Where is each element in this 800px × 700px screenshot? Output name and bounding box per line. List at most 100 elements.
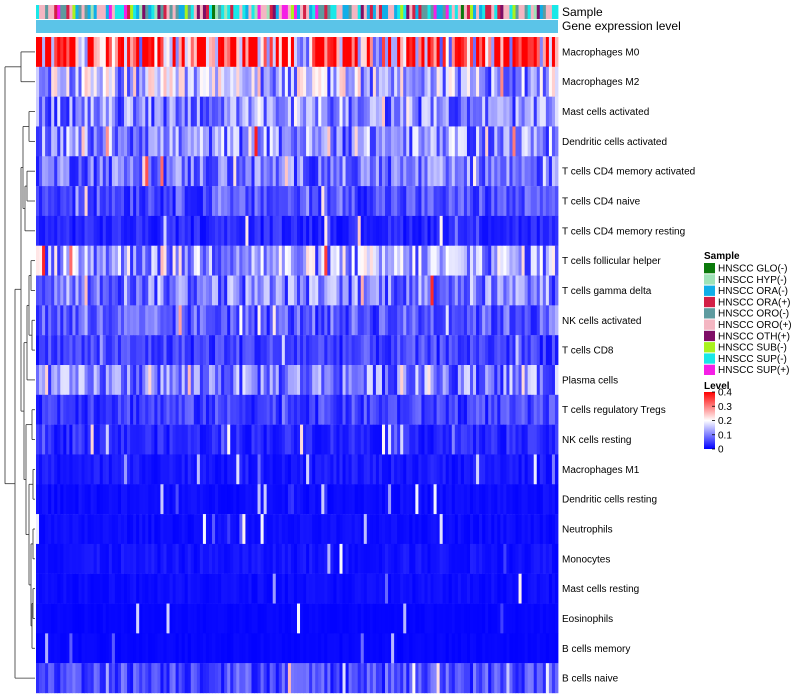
sample-annotation-cell <box>360 5 365 19</box>
heatmap-cell <box>120 454 125 485</box>
heatmap-cell <box>348 275 353 306</box>
heatmap-cell <box>385 484 389 515</box>
heatmap-cell <box>366 66 371 97</box>
heatmap-cell <box>433 573 437 604</box>
heatmap-cell <box>315 454 319 485</box>
heatmap-cell <box>548 454 553 485</box>
sample-legend-swatch <box>704 342 715 353</box>
sample-annotation-cell <box>45 5 49 19</box>
heatmap-cell <box>51 663 55 694</box>
heatmap-cell <box>151 573 155 604</box>
heatmap-cell <box>221 394 225 425</box>
sample-annotation-cell <box>457 5 462 19</box>
heatmap-cell <box>57 96 61 127</box>
heatmap-cell <box>457 484 462 515</box>
heatmap-cell <box>388 156 392 187</box>
heatmap-cell <box>196 663 201 694</box>
heatmap-cell <box>524 335 529 366</box>
heatmap-cell <box>93 514 98 545</box>
heatmap-cell <box>151 633 155 664</box>
heatmap-cell <box>160 484 164 515</box>
heatmap-cell <box>136 394 140 425</box>
heatmap-cell <box>242 454 246 485</box>
heatmap-cell <box>375 573 380 604</box>
heatmap-cell <box>372 365 377 396</box>
heatmap-cell <box>360 663 365 694</box>
heatmap-cell <box>369 126 374 157</box>
heatmap-cell <box>233 126 237 157</box>
heatmap-cell <box>351 424 356 455</box>
heatmap-cell <box>102 365 107 396</box>
heatmap-cell <box>60 245 64 276</box>
heatmap-cell <box>175 543 180 574</box>
heatmap-cell <box>275 454 280 485</box>
heatmap-cell <box>287 424 292 455</box>
heatmap-cell <box>366 424 371 455</box>
heatmap-cell <box>463 543 468 574</box>
heatmap-cell <box>166 484 170 515</box>
heatmap-cell <box>105 305 110 336</box>
heatmap-cell <box>48 156 52 187</box>
heatmap-cell <box>539 603 544 634</box>
heatmap-cell <box>297 603 301 634</box>
heatmap-cell <box>485 156 489 187</box>
heatmap-cell <box>254 424 258 455</box>
heatmap-cell <box>448 603 453 634</box>
heatmap-cell <box>124 603 128 634</box>
heatmap-cell <box>245 126 249 157</box>
heatmap-cell <box>272 156 277 187</box>
heatmap-cell <box>172 126 176 157</box>
heatmap-cell <box>142 37 146 68</box>
heatmap-cell <box>221 37 225 68</box>
heatmap-cell <box>63 514 67 545</box>
heatmap-cell <box>300 215 304 246</box>
sample-annotation-cell <box>536 5 541 19</box>
heatmap-cell <box>187 275 192 306</box>
heatmap-cell <box>506 454 510 485</box>
heatmap-cell <box>300 633 304 664</box>
heatmap-cell <box>503 96 507 127</box>
heatmap-cell <box>539 424 544 455</box>
heatmap-cell <box>421 633 425 664</box>
heatmap-cell <box>545 424 550 455</box>
heatmap-cell <box>336 514 340 545</box>
heatmap-cell <box>218 424 222 455</box>
heatmap-cell <box>430 424 434 455</box>
heatmap-cell <box>254 365 258 396</box>
heatmap-cell <box>515 633 519 664</box>
heatmap-cell <box>157 454 161 485</box>
heatmap-cell <box>457 514 462 545</box>
heatmap-cell <box>157 156 161 187</box>
heatmap-cell <box>178 424 183 455</box>
heatmap-cell <box>506 543 510 574</box>
heatmap-cell <box>278 394 283 425</box>
heatmap-cell <box>175 424 180 455</box>
heatmap-cell <box>372 514 377 545</box>
heatmap-cell <box>133 484 137 515</box>
heatmap-cell <box>403 275 407 306</box>
heatmap-cell <box>148 424 152 455</box>
heatmap-cell <box>84 633 88 664</box>
heatmap-cell <box>45 245 49 276</box>
heatmap-cell <box>551 365 556 396</box>
heatmap-cell <box>539 365 544 396</box>
heatmap-cell <box>181 305 186 336</box>
heatmap-cell <box>157 305 161 336</box>
heatmap-cell <box>388 603 392 634</box>
heatmap-cell <box>482 633 486 664</box>
heatmap-cell <box>184 186 189 217</box>
sample-annotation-cell <box>239 5 243 19</box>
heatmap-cell <box>66 424 70 455</box>
heatmap-cell <box>93 603 98 634</box>
heatmap-cell <box>342 514 346 545</box>
heatmap-cell <box>230 335 234 366</box>
heatmap-cell <box>554 394 559 425</box>
heatmap-cell <box>169 37 173 68</box>
heatmap-cell <box>551 96 556 127</box>
heatmap-cell <box>178 37 183 68</box>
heatmap-cell <box>193 305 198 336</box>
heatmap-cell <box>506 156 510 187</box>
heatmap-cell <box>372 96 377 127</box>
heatmap-cell <box>518 66 522 97</box>
sample-annotation-cell <box>427 5 431 19</box>
